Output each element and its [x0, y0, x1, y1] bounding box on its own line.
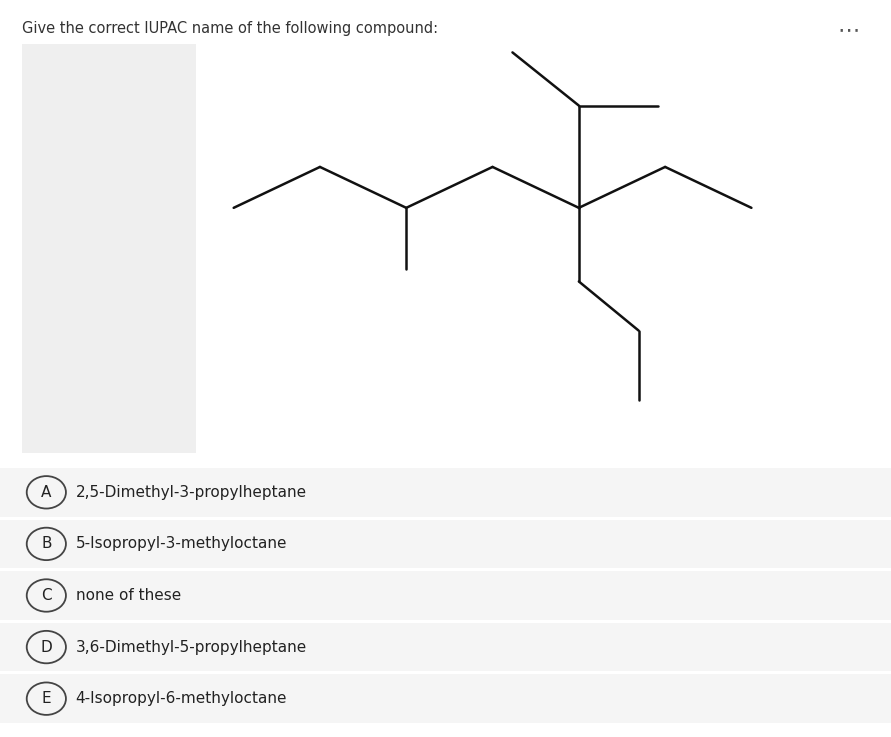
Text: B: B — [41, 537, 52, 551]
Text: 4-Isopropyl-6-methyloctane: 4-Isopropyl-6-methyloctane — [76, 691, 287, 706]
Text: D: D — [40, 640, 53, 654]
Text: Give the correct IUPAC name of the following compound:: Give the correct IUPAC name of the follo… — [22, 21, 438, 35]
Text: E: E — [42, 691, 51, 706]
Text: 2,5-Dimethyl-3-propylheptane: 2,5-Dimethyl-3-propylheptane — [76, 485, 307, 500]
Text: none of these: none of these — [76, 588, 181, 603]
Text: 5-Isopropyl-3-methyloctane: 5-Isopropyl-3-methyloctane — [76, 537, 287, 551]
Text: 3,6-Dimethyl-5-propylheptane: 3,6-Dimethyl-5-propylheptane — [76, 640, 307, 654]
Text: A: A — [41, 485, 52, 500]
Text: ⋯: ⋯ — [838, 21, 860, 41]
Text: C: C — [41, 588, 52, 603]
